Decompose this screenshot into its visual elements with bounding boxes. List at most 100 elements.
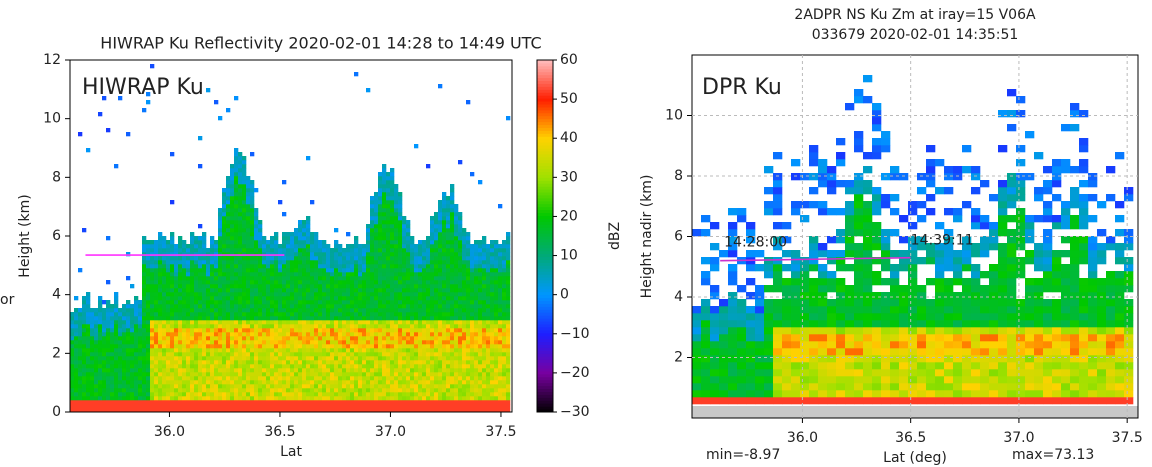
reflectivity-cell [406,244,410,248]
reflectivity-cell [142,340,146,344]
reflectivity-cell [374,344,378,348]
reflectivity-cell [158,360,162,364]
reflectivity-cell [222,240,226,244]
reflectivity-cell [242,228,246,232]
reflectivity-cell [426,280,430,284]
reflectivity-cell [222,212,226,216]
reflectivity-cell [238,320,242,324]
reflectivity-cell [298,352,302,356]
reflectivity-cell [310,336,314,340]
reflectivity-cell [214,304,218,308]
reflectivity-cell [338,328,342,332]
reflectivity-cell [322,388,326,392]
reflectivity-cell [234,400,238,404]
reflectivity-cell [310,376,314,380]
reflectivity-cell [286,244,290,248]
reflectivity-cell [162,276,166,280]
reflectivity-cell [398,260,402,264]
reflectivity-cell [282,372,286,376]
reflectivity-cell [506,336,510,340]
reflectivity-cell [90,348,94,352]
reflectivity-cell [86,292,90,296]
reflectivity-cell [334,316,338,320]
reflectivity-cell [102,384,106,388]
reflectivity-cell [246,260,250,264]
reflectivity-cell [282,312,286,316]
colorbar-segment [537,271,553,274]
reflectivity-cell [422,312,426,316]
reflectivity-cell [134,364,138,368]
reflectivity-cell [314,336,318,340]
reflectivity-cell [74,396,78,400]
reflectivity-cell [322,404,326,408]
reflectivity-cell [490,280,494,284]
reflectivity-cell [130,364,134,368]
reflectivity-cell [82,384,86,388]
reflectivity-cell [286,344,290,348]
reflectivity-cell [298,252,302,256]
reflectivity-cell [450,400,454,404]
reflectivity-cell [286,404,290,408]
reflectivity-cell [334,296,338,300]
reflectivity-cell [330,276,334,280]
reflectivity-cell [246,324,250,328]
reflectivity-cell [434,316,438,320]
reflectivity-cell [142,284,146,288]
reflectivity-cell [426,388,430,392]
reflectivity-cell [166,304,170,308]
reflectivity-cell [230,176,234,180]
colorbar-segment [537,362,553,365]
reflectivity-cell [478,396,482,400]
reflectivity-cell [106,392,110,396]
reflectivity-cell [446,272,450,276]
reflectivity-cell [366,292,370,296]
reflectivity-cell [506,404,510,408]
reflectivity-cell [402,264,406,268]
reflectivity-cell [450,392,454,396]
reflectivity-cell [490,300,494,304]
reflectivity-cell [358,280,362,284]
reflectivity-cell [126,132,130,136]
reflectivity-cell [486,252,490,256]
reflectivity-cell [314,264,318,268]
reflectivity-cell [306,316,310,320]
reflectivity-cell [250,300,254,304]
reflectivity-cell [474,400,478,404]
reflectivity-cell [350,332,354,336]
reflectivity-cell [470,328,474,332]
reflectivity-cell [402,276,406,280]
reflectivity-cell [322,296,326,300]
reflectivity-cell [370,380,374,384]
reflectivity-cell [410,300,414,304]
reflectivity-cell [138,372,142,376]
reflectivity-cell [238,364,242,368]
reflectivity-cell [386,240,390,244]
reflectivity-cell [434,400,438,404]
reflectivity-cell [222,364,226,368]
reflectivity-cell [362,348,366,352]
reflectivity-cell [438,396,442,400]
reflectivity-cell [206,248,210,252]
reflectivity-cell [398,296,402,300]
reflectivity-cell [266,328,270,332]
reflectivity-cell [114,316,118,320]
reflectivity-cell [394,268,398,272]
reflectivity-cell [206,320,210,324]
reflectivity-cell [162,336,166,340]
reflectivity-cell [322,376,326,380]
reflectivity-cell [402,380,406,384]
reflectivity-cell [182,328,186,332]
reflectivity-cell [210,244,214,248]
reflectivity-cell [462,324,466,328]
reflectivity-cell [318,264,322,268]
reflectivity-cell [266,260,270,264]
reflectivity-cell [70,328,74,332]
reflectivity-cell [174,280,178,284]
reflectivity-cell [350,272,354,276]
reflectivity-cell [206,372,210,376]
reflectivity-cell [306,352,310,356]
reflectivity-cell [162,296,166,300]
reflectivity-cell [74,332,78,336]
reflectivity-cell [118,396,122,400]
reflectivity-cell [498,364,502,368]
